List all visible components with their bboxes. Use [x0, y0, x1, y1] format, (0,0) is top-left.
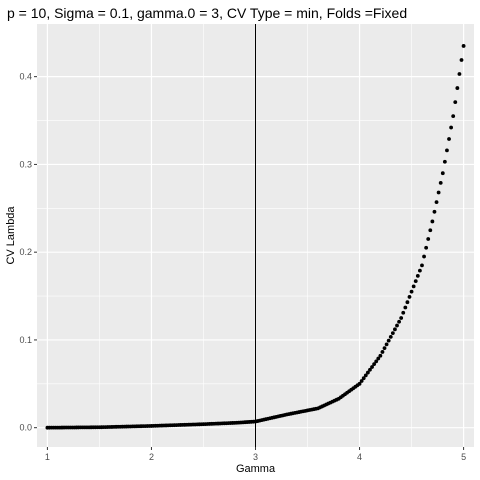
data-point	[368, 367, 372, 372]
data-point	[397, 319, 401, 324]
data-point	[432, 209, 437, 214]
data-point	[455, 86, 460, 90]
y-tick-label: 0.2	[19, 247, 32, 257]
x-tick-label: 1	[45, 452, 50, 462]
y-axis-label: CV Lambda	[5, 206, 17, 265]
data-point	[457, 72, 462, 76]
data-point	[372, 362, 377, 367]
x-tick-label: 3	[253, 452, 258, 462]
x-tick-label: 5	[461, 452, 466, 462]
y-tick-label: 0.4	[19, 72, 32, 82]
data-point	[361, 376, 366, 381]
data-point	[459, 58, 464, 62]
data-point	[388, 334, 393, 339]
data-point	[428, 228, 433, 233]
x-axis-label: Gamma	[236, 463, 276, 475]
data-point	[357, 381, 362, 386]
data-point	[447, 137, 451, 141]
data-point	[451, 114, 456, 119]
data-point	[374, 359, 379, 364]
data-point	[403, 305, 408, 310]
data-point	[436, 190, 441, 195]
x-axis-ticks: 1 2 3 4 5	[45, 447, 466, 462]
data-point	[401, 310, 406, 315]
data-point	[395, 323, 399, 328]
data-point	[434, 200, 439, 205]
data-point	[399, 316, 404, 320]
data-point	[411, 284, 416, 289]
data-point	[440, 171, 445, 176]
chart-title: p = 10, Sigma = 0.1, gamma.0 = 3, CV Typ…	[7, 5, 407, 21]
data-point	[453, 100, 458, 105]
data-point	[424, 245, 429, 250]
data-point	[359, 379, 364, 383]
x-tick-label: 4	[357, 452, 362, 462]
data-point	[422, 254, 426, 259]
data-point	[438, 180, 443, 185]
data-point	[449, 125, 454, 130]
data-point	[365, 370, 370, 375]
y-tick-label: 0.3	[19, 159, 32, 169]
data-point	[445, 148, 449, 153]
data-point	[417, 268, 422, 273]
data-point	[442, 159, 447, 164]
data-point	[390, 331, 395, 335]
data-point	[413, 279, 418, 284]
data-point	[409, 289, 414, 294]
data-point	[378, 353, 383, 358]
data-point	[386, 338, 391, 343]
data-points	[45, 44, 466, 430]
data-point	[430, 219, 435, 224]
data-point	[370, 365, 374, 369]
data-point	[393, 327, 397, 332]
data-point	[407, 295, 412, 299]
data-point	[405, 300, 410, 305]
x-tick-label: 2	[149, 452, 154, 462]
data-point	[420, 263, 424, 268]
data-point	[382, 346, 387, 351]
y-axis-ticks: 0.0 0.1 0.2 0.3 0.4	[19, 72, 37, 433]
data-point	[415, 273, 420, 278]
y-tick-label: 0.0	[19, 423, 32, 433]
y-tick-label: 0.1	[19, 335, 32, 345]
data-point	[380, 350, 385, 354]
data-point	[363, 373, 368, 378]
data-point	[376, 356, 381, 361]
data-point	[426, 237, 431, 241]
data-point	[461, 44, 466, 48]
data-point	[384, 342, 389, 347]
